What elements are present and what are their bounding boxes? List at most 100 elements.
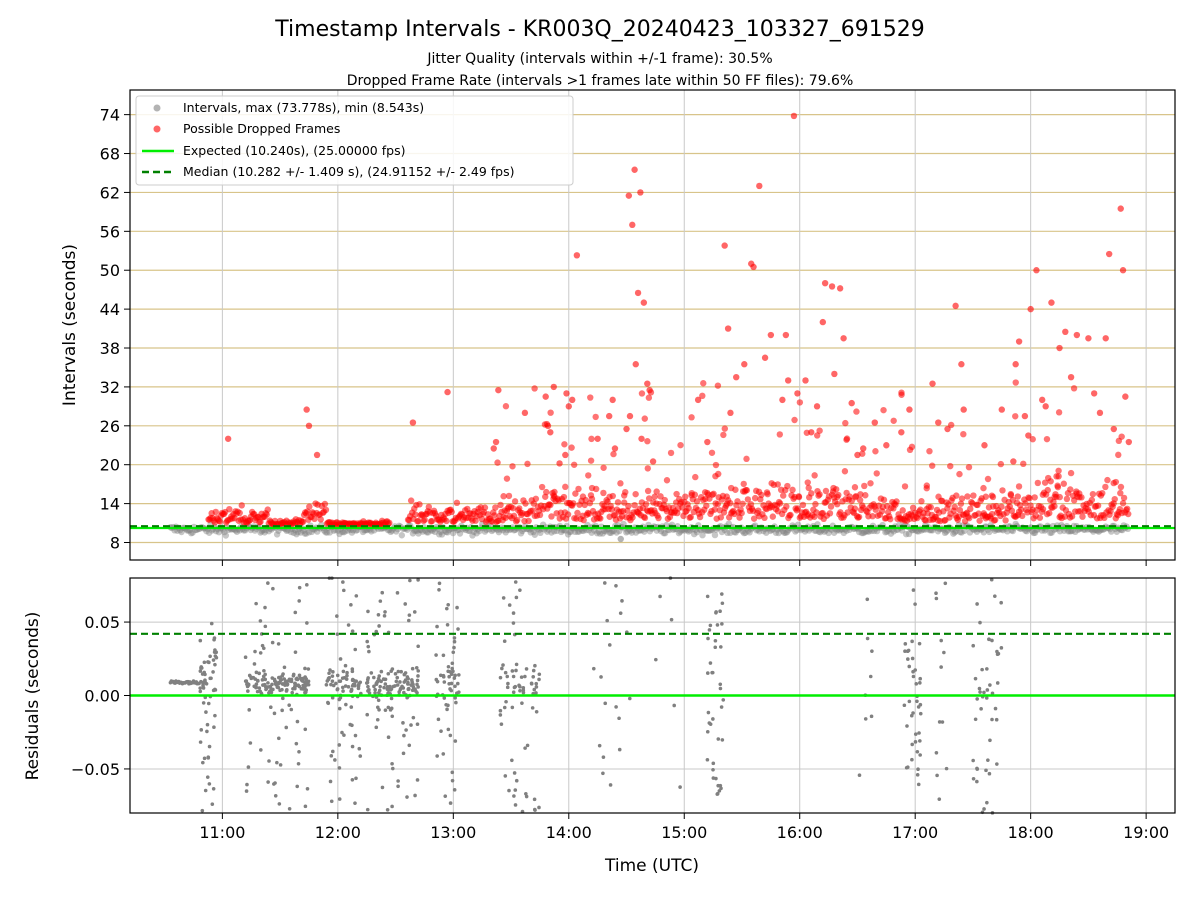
dropped-frame-point	[588, 484, 596, 492]
dropped-frame-point	[503, 475, 511, 482]
dropped-frame-point	[1002, 517, 1009, 524]
interval-point	[973, 528, 981, 535]
dropped-frame-point	[953, 492, 960, 499]
interval-point	[465, 527, 472, 534]
residual-point	[367, 649, 371, 654]
residual-point	[523, 674, 527, 679]
residual-point	[985, 667, 989, 671]
residual-point	[393, 684, 397, 688]
dropped-frame-point	[238, 502, 245, 509]
residual-point	[287, 703, 291, 707]
residual-point	[446, 727, 451, 732]
residual-point	[350, 744, 355, 749]
residual-point	[454, 700, 458, 705]
dropped-frame-point	[769, 513, 777, 520]
residual-point	[358, 754, 363, 758]
residual-point	[276, 642, 281, 646]
residual-point	[273, 681, 278, 686]
interval-point	[359, 528, 367, 536]
interval-point	[233, 528, 241, 535]
residual-point	[330, 674, 335, 678]
interval-point	[300, 527, 307, 534]
residual-point	[402, 733, 406, 738]
dropped-frame-point	[739, 488, 747, 495]
interval-point	[174, 527, 181, 534]
residual-point	[354, 776, 358, 781]
residual-point	[382, 685, 386, 690]
residual-point	[865, 597, 870, 602]
dropped-frame-point	[727, 499, 734, 507]
residual-point	[614, 705, 618, 709]
dropped-frame-point	[1019, 512, 1026, 520]
residual-point	[257, 671, 261, 676]
residual-point	[917, 731, 921, 735]
residual-point	[211, 688, 216, 693]
residual-point	[520, 701, 524, 705]
interval-point	[424, 529, 432, 536]
interval-point	[812, 527, 820, 534]
residual-point	[982, 807, 986, 811]
x-tick-label: 18:00	[1008, 823, 1054, 842]
residual-point	[209, 676, 213, 681]
interval-point	[1009, 527, 1017, 535]
dropped-frame-outlier	[782, 331, 790, 339]
dropped-frame-outlier	[724, 325, 732, 332]
residual-point	[918, 676, 923, 681]
interval-point-min	[617, 535, 624, 543]
residual-point	[986, 758, 990, 762]
residual-point	[366, 644, 371, 649]
interval-point	[215, 529, 223, 536]
dropped-frame-outlier	[854, 451, 861, 459]
residual-point	[366, 684, 370, 689]
residual-point	[706, 636, 710, 641]
interval-point	[884, 527, 892, 534]
residual-point	[449, 672, 454, 677]
dropped-frame-point	[774, 481, 781, 488]
dropped-frame-point	[1123, 505, 1131, 513]
residual-point	[257, 686, 262, 690]
residual-point	[414, 665, 419, 670]
intervals-y-tick-label: 14	[100, 495, 120, 514]
dropped-frame-point	[822, 487, 830, 495]
interval-point	[950, 530, 957, 537]
interval-point	[860, 529, 867, 537]
interval-point	[1056, 528, 1064, 535]
residual-point	[502, 639, 507, 643]
dropped-frame-point	[965, 463, 973, 471]
interval-point	[1113, 528, 1121, 535]
residual-point	[327, 671, 331, 676]
dropped-frame-point	[984, 475, 992, 483]
residual-point	[349, 687, 354, 692]
dropped-frame-outlier	[542, 393, 549, 400]
residual-point	[357, 746, 362, 751]
dropped-frame-point	[1046, 509, 1053, 517]
residual-point	[208, 654, 212, 659]
residual-point	[398, 680, 402, 684]
residual-point	[376, 613, 381, 617]
dropped-frame-outlier	[1105, 250, 1113, 258]
dropped-frame-point	[794, 505, 801, 512]
residual-point	[534, 691, 538, 695]
intervals-x-ticks	[221, 560, 1147, 566]
dropped-frame-point	[812, 500, 819, 508]
residual-point	[406, 618, 411, 623]
dropped-frame-point	[645, 495, 653, 502]
interval-point	[567, 528, 575, 535]
residual-point	[500, 666, 504, 671]
residual-point	[206, 701, 211, 706]
dropped-frame-point	[869, 513, 876, 520]
residual-point	[939, 638, 944, 643]
residual-point	[375, 705, 380, 710]
residual-point	[395, 683, 400, 687]
residual-point	[214, 655, 219, 660]
dropped-frame-point	[502, 403, 510, 410]
interval-point	[840, 529, 848, 537]
dropped-frame-point	[621, 492, 628, 499]
dropped-frame-point	[322, 506, 330, 514]
dropped-frame-point	[776, 431, 784, 438]
residual-point	[987, 771, 992, 776]
dropped-frame-outlier	[623, 425, 630, 433]
dropped-frame-point	[791, 416, 798, 424]
intervals-y-tick-label: 20	[100, 456, 120, 475]
interval-point	[865, 528, 872, 535]
